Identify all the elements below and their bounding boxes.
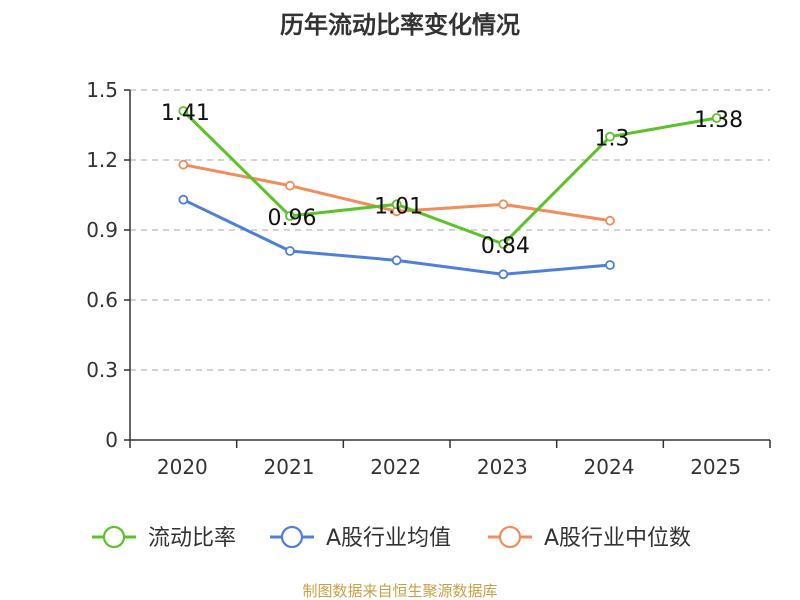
data-point [285,211,295,221]
legend-label: A股行业均值 [326,526,451,551]
data-label: 1.3 [595,127,630,152]
data-point [285,180,295,191]
data-label: 0.84 [481,234,530,259]
data-point [498,269,509,280]
y-tick-label: 1.5 [86,78,118,102]
x-tick-label: 2020 [157,455,208,479]
x-tick-label: 2025 [690,455,741,479]
axes: 0 0.3 0.6 0.9 1.2 1.5 2020 2021 2022 2023 2024 2025 [86,78,771,479]
data-label: 1.38 [694,108,743,133]
series [178,106,722,280]
x-tick-label: 2022 [370,455,421,479]
legend-label: 流动比率 [148,526,236,551]
source-footer: 制图数据来自恒生聚源数据库 [302,582,497,600]
legend-marker [280,525,304,549]
data-point [178,106,189,116]
x-tick-label: 2023 [477,455,528,479]
chart-title: 历年流动比率变化情况 [280,11,520,39]
data-label: 1.41 [161,101,210,126]
x-tick-label: 2021 [264,455,315,479]
data-labels: 1.41 0.96 1.01 0.84 1.3 1.38 [161,101,743,259]
y-tick-label: 0.3 [86,358,118,382]
data-point [178,159,189,170]
series-line-0 [182,109,717,246]
y-tick-label: 1.2 [86,148,118,172]
data-point [391,199,402,210]
data-point [605,260,615,270]
grid [130,89,770,371]
data-point [605,131,615,142]
legend-marker [498,525,522,549]
data-label: 1.01 [374,194,423,219]
data-label: 0.96 [268,206,317,231]
data-point [498,199,509,210]
legend: 流动比率 A股行业均值 A股行业中位数 [92,525,691,551]
y-tick-label: 0.6 [86,288,118,312]
data-point [391,255,402,266]
legend-marker [102,525,126,549]
y-tick-label: 0 [105,428,118,452]
data-point [178,194,189,205]
data-point [498,239,509,249]
x-tick-label: 2024 [584,455,635,479]
data-point [285,246,295,256]
data-point [711,113,722,123]
data-point [605,215,615,226]
legend-label: A股行业中位数 [544,526,691,551]
y-tick-label: 0.9 [86,218,118,242]
